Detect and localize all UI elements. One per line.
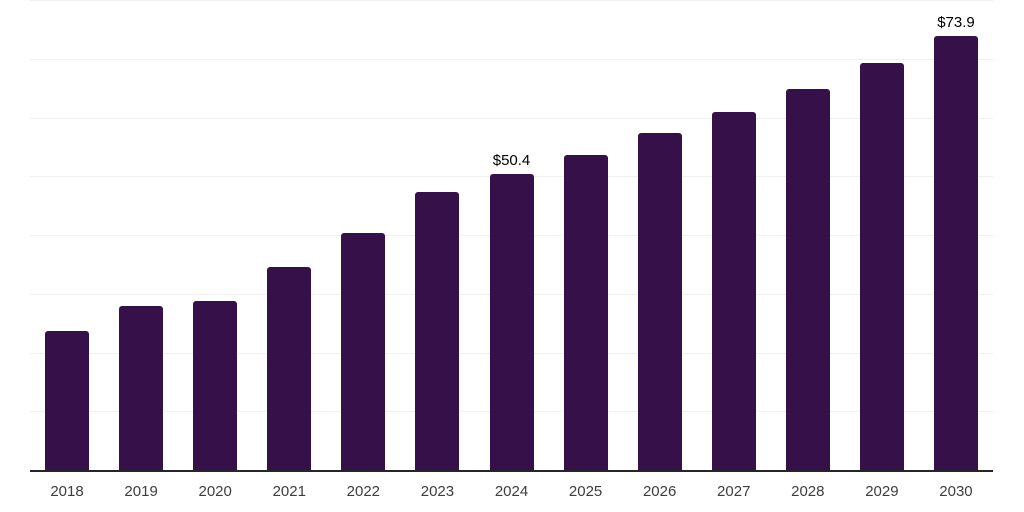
bar-cell-2022	[326, 0, 400, 470]
bar-cell-2018	[30, 0, 104, 470]
bar-2022	[341, 232, 386, 470]
bar-value-label-2024: $50.4	[492, 151, 531, 169]
x-tick-label-2021: 2021	[272, 483, 306, 500]
bar-2023	[415, 192, 460, 470]
bar-cell-2025	[549, 0, 623, 470]
bar-cell-2026	[623, 0, 697, 470]
bar-2020	[193, 301, 238, 470]
bars-row: $50.4 $73.9	[30, 0, 993, 470]
bar-cell-2027	[697, 0, 771, 470]
bar-2025	[563, 154, 608, 470]
bar-2026	[637, 133, 682, 470]
x-tick-label-2023: 2023	[420, 483, 455, 500]
bar-2021	[267, 266, 312, 470]
bar-cell-2020	[178, 0, 252, 470]
bar-cell-2024: $50.4	[474, 0, 548, 470]
bar-cell-2023	[400, 0, 474, 470]
bar-value-label-2030: $73.9	[937, 13, 975, 31]
x-tick-label-2028: 2028	[791, 483, 825, 500]
bar-cell-2029	[845, 0, 919, 470]
bar-2018	[45, 330, 90, 470]
x-tick-label-2018: 2018	[50, 483, 84, 500]
x-tick-label-2025: 2025	[568, 483, 603, 500]
bar-2027	[711, 112, 756, 470]
x-tick-label-2027: 2027	[717, 483, 751, 500]
x-tick-label-2024: 2024	[494, 483, 529, 500]
x-tick-label-2029: 2029	[865, 483, 899, 500]
bar-2029	[859, 62, 904, 470]
bar-2030	[933, 35, 978, 470]
x-tick-label-2026: 2026	[642, 483, 677, 500]
bar-2019	[119, 305, 164, 470]
x-tick-label-2019: 2019	[124, 483, 158, 500]
gridline-80	[30, 0, 993, 1]
x-tick-label-2022: 2022	[346, 483, 381, 500]
x-tick-label-2030: 2030	[939, 483, 973, 500]
x-tick-label-2020: 2020	[198, 483, 232, 500]
bar-2024	[489, 173, 534, 470]
gridline-60	[30, 117, 993, 119]
bar-cell-2019	[104, 0, 178, 470]
bar-2028	[785, 89, 830, 470]
plot-area: $50.4 $73.9	[30, 0, 993, 472]
bar-cell-2030: $73.9	[919, 0, 993, 470]
gridline-70	[30, 58, 993, 60]
bar-cell-2028	[771, 0, 845, 470]
x-axis: 2018 2019 2020 2021 2022 2023 2024 2025 2026 2027…	[30, 482, 993, 502]
bar-cell-2021	[252, 0, 326, 470]
